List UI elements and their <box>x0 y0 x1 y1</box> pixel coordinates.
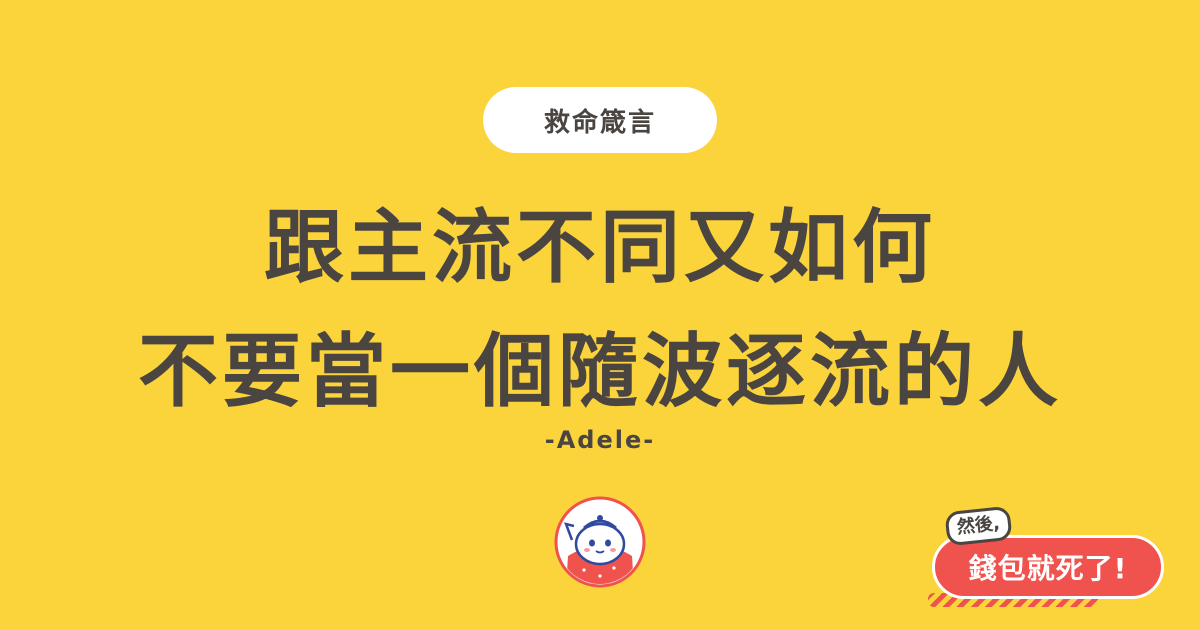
wallet-mascot-icon <box>554 496 646 588</box>
brand-badge: 錢包就死了! 然後, <box>928 505 1168 613</box>
category-tag: 救命箴言 <box>483 87 717 153</box>
quote-author: -Adele- <box>544 426 656 454</box>
quote-line-2: 不要當一個隨波逐流的人 <box>138 325 1062 418</box>
brand-pill: 錢包就死了! <box>932 535 1164 599</box>
quote-line-1: 跟主流不同又如何 <box>264 201 936 294</box>
